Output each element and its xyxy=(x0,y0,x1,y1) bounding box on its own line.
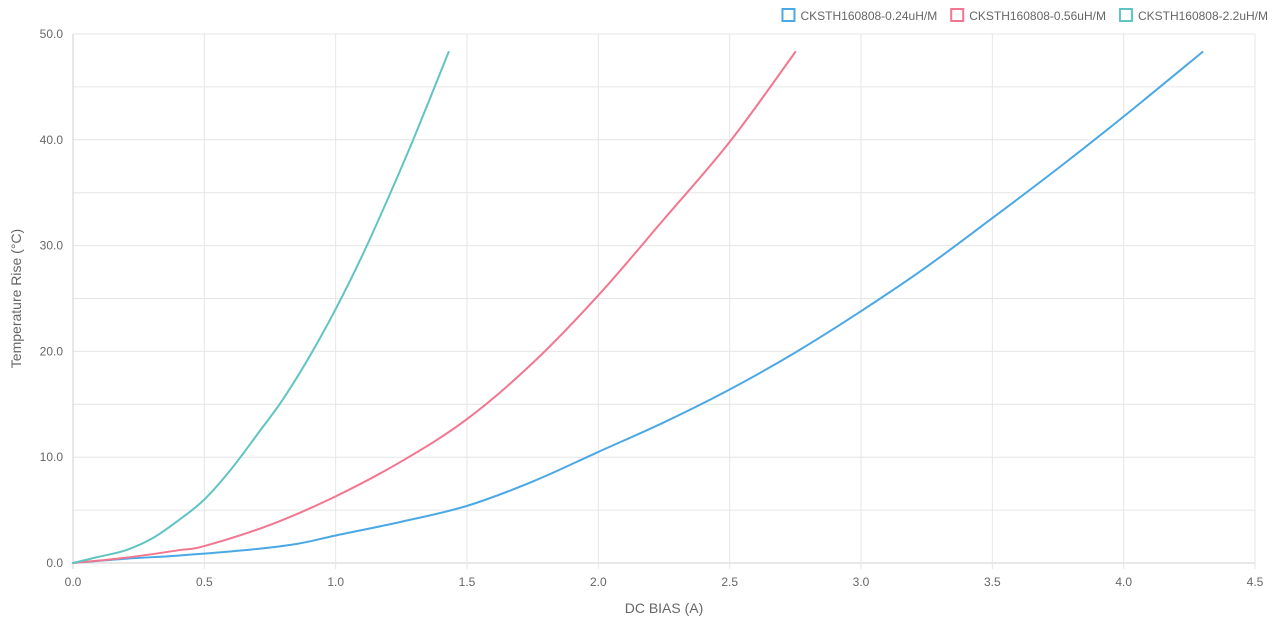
x-tick-label: 3.0 xyxy=(853,575,870,589)
legend-label-3: CKSTH160808-2.2uH/M xyxy=(1138,9,1268,23)
x-tick-label: 0.5 xyxy=(196,575,213,589)
legend-swatch-1[interactable] xyxy=(781,8,796,22)
legend-label-1: CKSTH160808-0.24uH/M xyxy=(800,9,937,23)
series-layer xyxy=(72,50,1204,564)
series-line-1[interactable] xyxy=(72,50,1204,564)
legend[interactable]: CKSTH160808-0.24uH/M CKSTH160808-0.56uH/M… xyxy=(781,8,1268,23)
x-tick-label: 2.5 xyxy=(721,575,738,589)
legend-swatch-2[interactable] xyxy=(950,8,965,22)
x-axis-title: DC BIAS (A) xyxy=(625,600,704,616)
legend-swatch-3[interactable] xyxy=(1118,8,1133,22)
y-axis-title: Temperature Rise (°C) xyxy=(8,229,24,368)
x-tick-label: 2.0 xyxy=(590,575,607,589)
series-line-3[interactable] xyxy=(72,50,450,564)
y-tick-label: 0.0 xyxy=(46,556,63,570)
axis-layer: 0.0 10.0 20.0 30.0 40.0 50.0 0.0 0.5 1.0 1.5 2.0 2.… xyxy=(40,27,1264,589)
x-tick-label: 4.0 xyxy=(1115,575,1132,589)
y-tick-label: 30.0 xyxy=(40,239,64,253)
grid-layer xyxy=(72,33,1256,569)
legend-label-2: CKSTH160808-0.56uH/M xyxy=(969,9,1106,23)
x-tick-label: 1.0 xyxy=(327,575,344,589)
y-tick-label: 20.0 xyxy=(40,344,64,358)
y-tick-label: 50.0 xyxy=(40,27,64,41)
x-tick-label: 0.0 xyxy=(65,575,82,589)
series-line-2[interactable] xyxy=(72,50,797,564)
x-tick-label: 1.5 xyxy=(459,575,476,589)
y-tick-label: 40.0 xyxy=(40,133,64,147)
x-tick-label: 4.5 xyxy=(1247,575,1264,589)
y-tick-label: 10.0 xyxy=(40,450,64,464)
x-tick-label: 3.5 xyxy=(984,575,1001,589)
